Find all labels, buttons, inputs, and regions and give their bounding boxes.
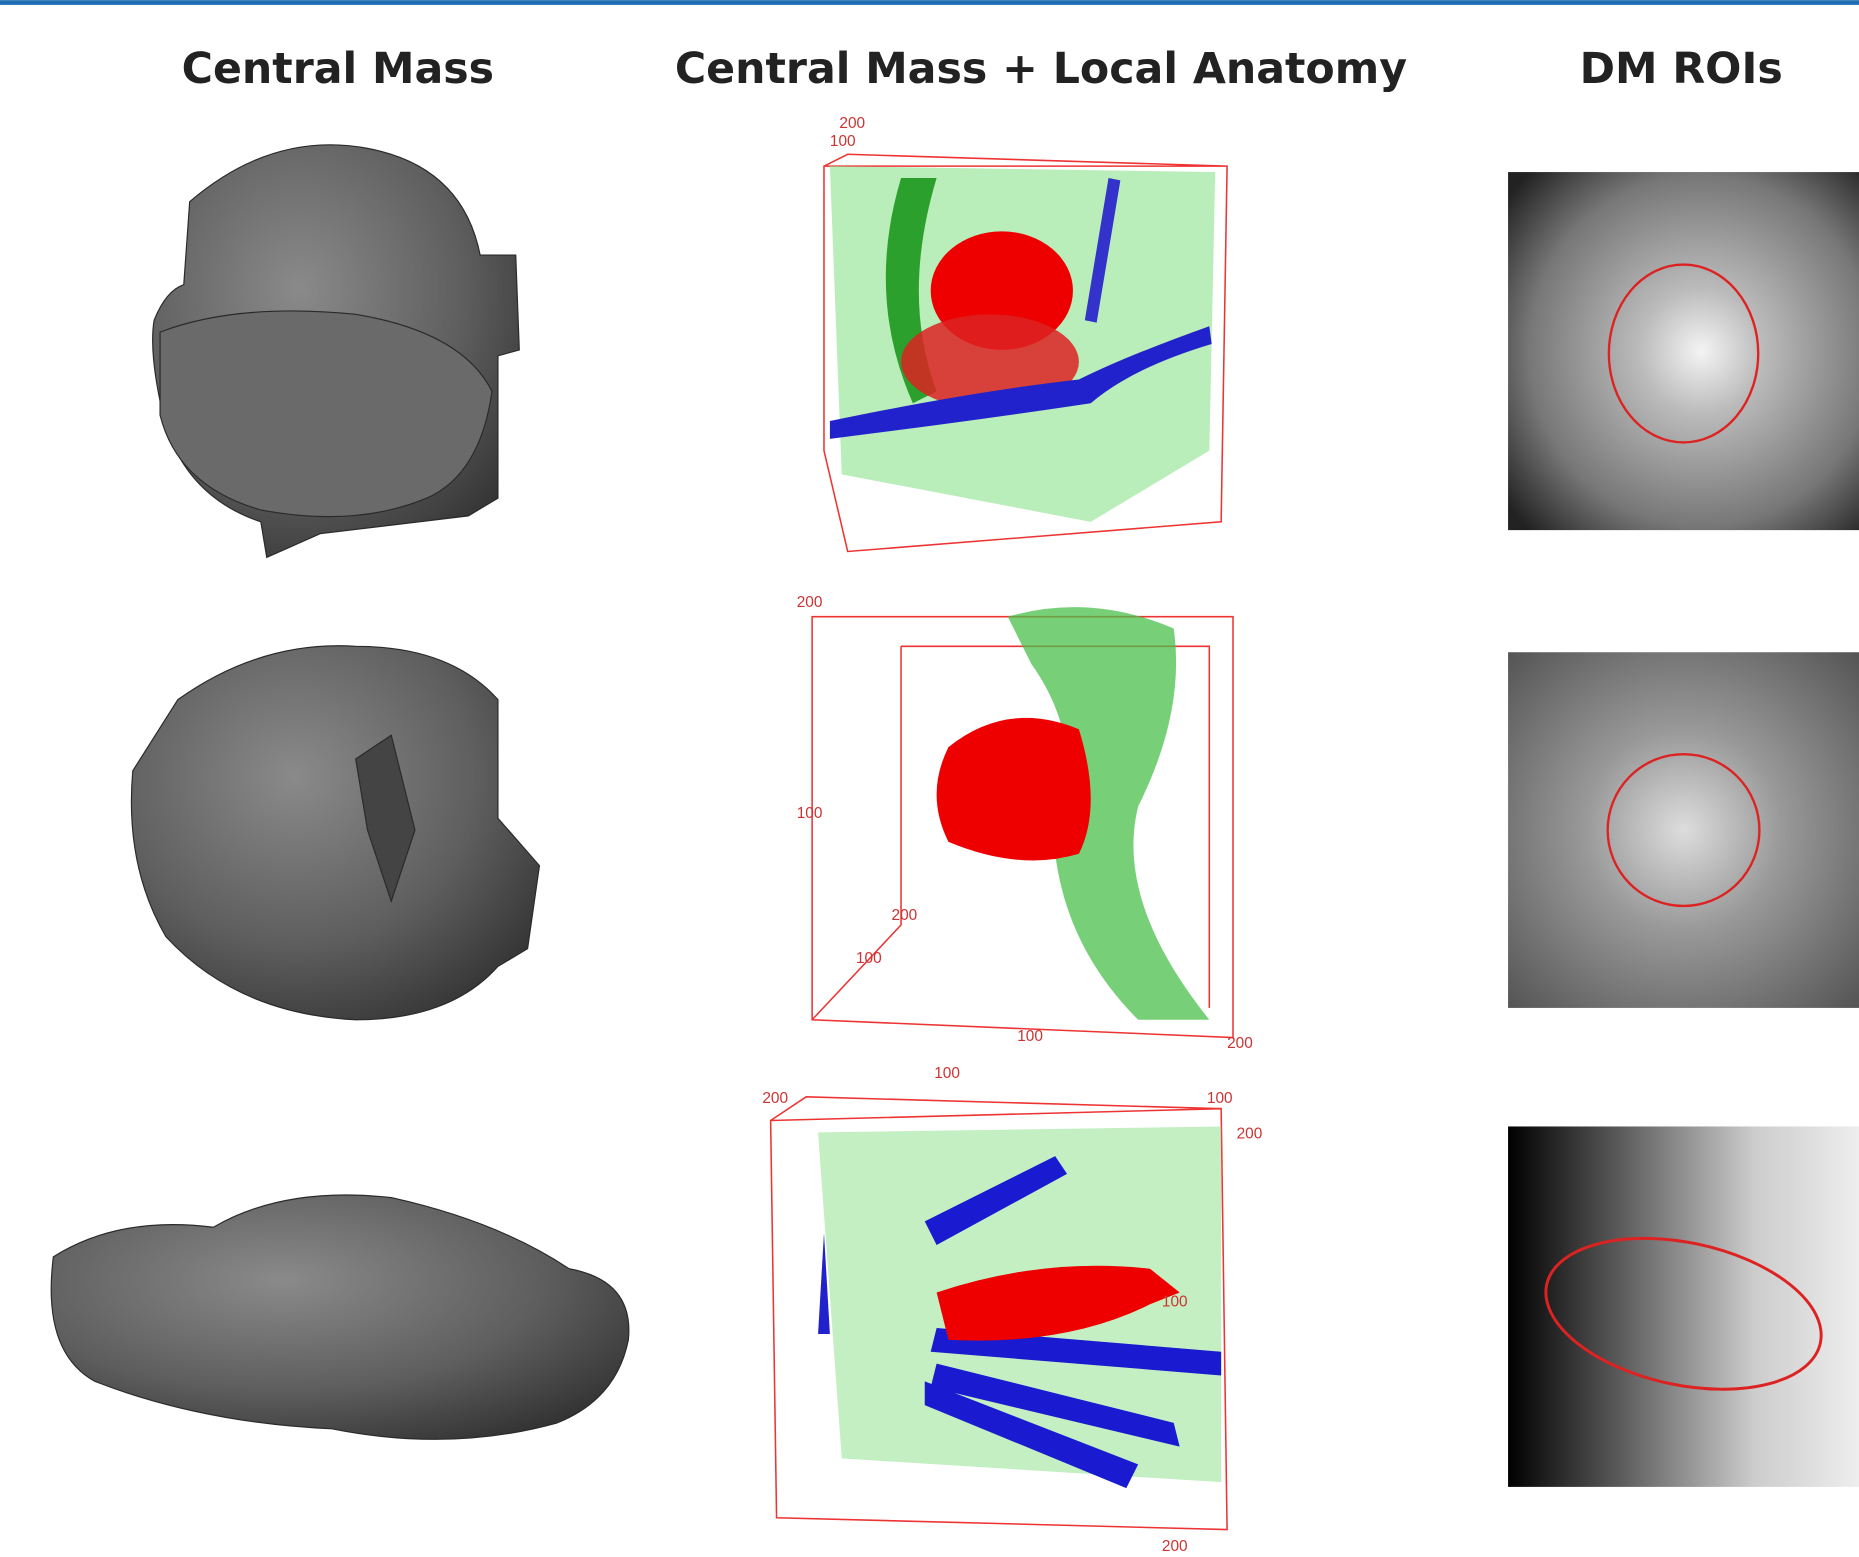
axis-label: 100	[830, 133, 856, 150]
axis-label: 100	[797, 805, 823, 822]
top-rule	[0, 0, 1859, 5]
roi-image	[1508, 172, 1859, 1487]
column-title: DM ROIs	[1580, 44, 1783, 94]
axis-label: 100	[934, 1065, 960, 1082]
axis-label: 200	[1227, 1035, 1253, 1052]
axis-label: 100	[1162, 1294, 1188, 1311]
axis-label: 100	[856, 950, 882, 967]
column-title: Central Mass	[182, 44, 494, 94]
mass-render	[51, 145, 629, 1440]
anatomy-render	[771, 154, 1233, 1529]
axis-label: 200	[839, 115, 865, 132]
axis-label: 200	[797, 594, 823, 611]
figure: Central Mass Central Mass + Local Anatom…	[0, 0, 1859, 1557]
axis-label: 200	[1162, 1538, 1188, 1555]
axis-label: 100	[1017, 1028, 1043, 1045]
column-title: Central Mass + Local Anatomy	[675, 44, 1407, 94]
axis-label: 100	[1207, 1090, 1233, 1107]
axis-label: 200	[1237, 1125, 1263, 1142]
axis-label: 200	[892, 907, 918, 924]
axis-label: 200	[762, 1090, 788, 1107]
